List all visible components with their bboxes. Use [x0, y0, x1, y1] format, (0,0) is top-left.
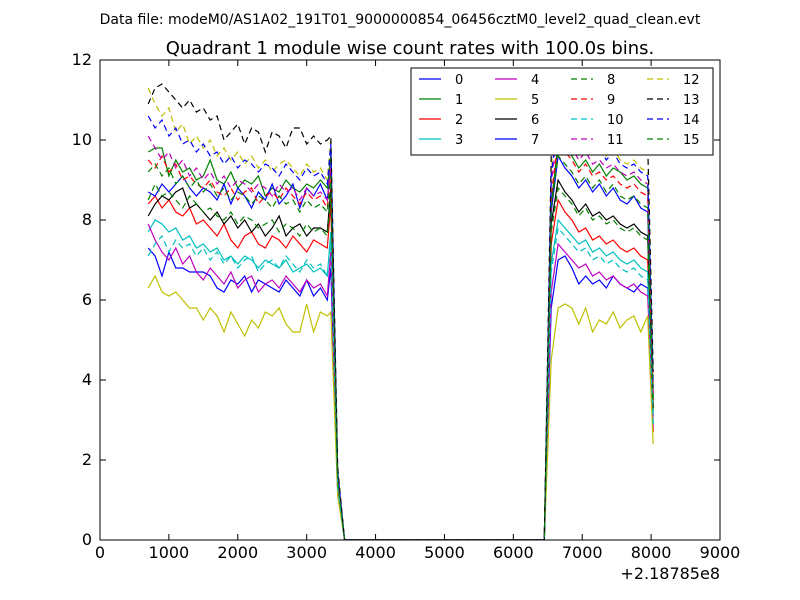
legend-label-2: 2	[455, 113, 463, 128]
legend-label-12: 12	[683, 73, 700, 88]
legend-label-8: 8	[607, 73, 615, 88]
legend-label-5: 5	[531, 93, 539, 108]
y-tick-label: 2	[82, 450, 92, 469]
x-tick-label: 5000	[424, 543, 465, 562]
series-line-9	[147, 138, 654, 540]
series-line-10	[147, 226, 654, 540]
file-suptitle: Data file: modeM0/AS1A02_191T01_90000008…	[100, 12, 701, 28]
x-tick-label: 1000	[149, 543, 190, 562]
x-tick-label: 3000	[286, 543, 327, 562]
chart-title: Quadrant 1 module wise count rates with …	[166, 38, 655, 59]
legend-label-1: 1	[455, 93, 463, 108]
legend-box	[410, 67, 714, 156]
series-line-4	[147, 223, 654, 540]
series-line-8	[147, 182, 654, 540]
x-tick-label: 7000	[562, 543, 603, 562]
y-tick-label: 0	[82, 530, 92, 549]
x-tick-label: 9000	[700, 543, 741, 562]
legend-label-13: 13	[683, 93, 700, 108]
series-line-2	[147, 194, 654, 540]
x-axis: 0 1000 2000 3000 4000 5000 6000 7000 8000 9000	[95, 60, 740, 562]
legend-label-10: 10	[607, 113, 624, 128]
x-tick-label: 8000	[631, 543, 672, 562]
series-line-6	[147, 178, 654, 540]
legend-label-15: 15	[683, 133, 700, 148]
legend-label-0: 0	[455, 73, 463, 88]
x-tick-label: 2000	[217, 543, 258, 562]
series-line-0	[147, 247, 654, 540]
x-tick-label: 4000	[355, 543, 396, 562]
x-offset-label: +2.18785e8	[620, 564, 720, 583]
legend-label-14: 14	[683, 113, 700, 128]
y-tick-label: 12	[72, 50, 92, 69]
y-tick-label: 6	[82, 290, 92, 309]
x-tick-label: 0	[95, 543, 105, 562]
legend-label-3: 3	[455, 133, 463, 148]
series-line-5	[147, 274, 654, 540]
legend-label-4: 4	[531, 73, 539, 88]
legend-label-7: 7	[531, 133, 539, 148]
series-line-15	[147, 154, 654, 540]
y-tick-label: 10	[72, 130, 92, 149]
series-line-11	[147, 126, 654, 540]
legend-label-6: 6	[531, 113, 539, 128]
x-tick-label: 6000	[493, 543, 534, 562]
series-line-7	[147, 154, 654, 540]
series-line-3	[147, 218, 654, 540]
y-tick-label: 4	[82, 370, 92, 389]
y-tick-label: 8	[82, 210, 92, 229]
legend-label-11: 11	[607, 133, 624, 148]
legend-label-9: 9	[607, 93, 615, 108]
